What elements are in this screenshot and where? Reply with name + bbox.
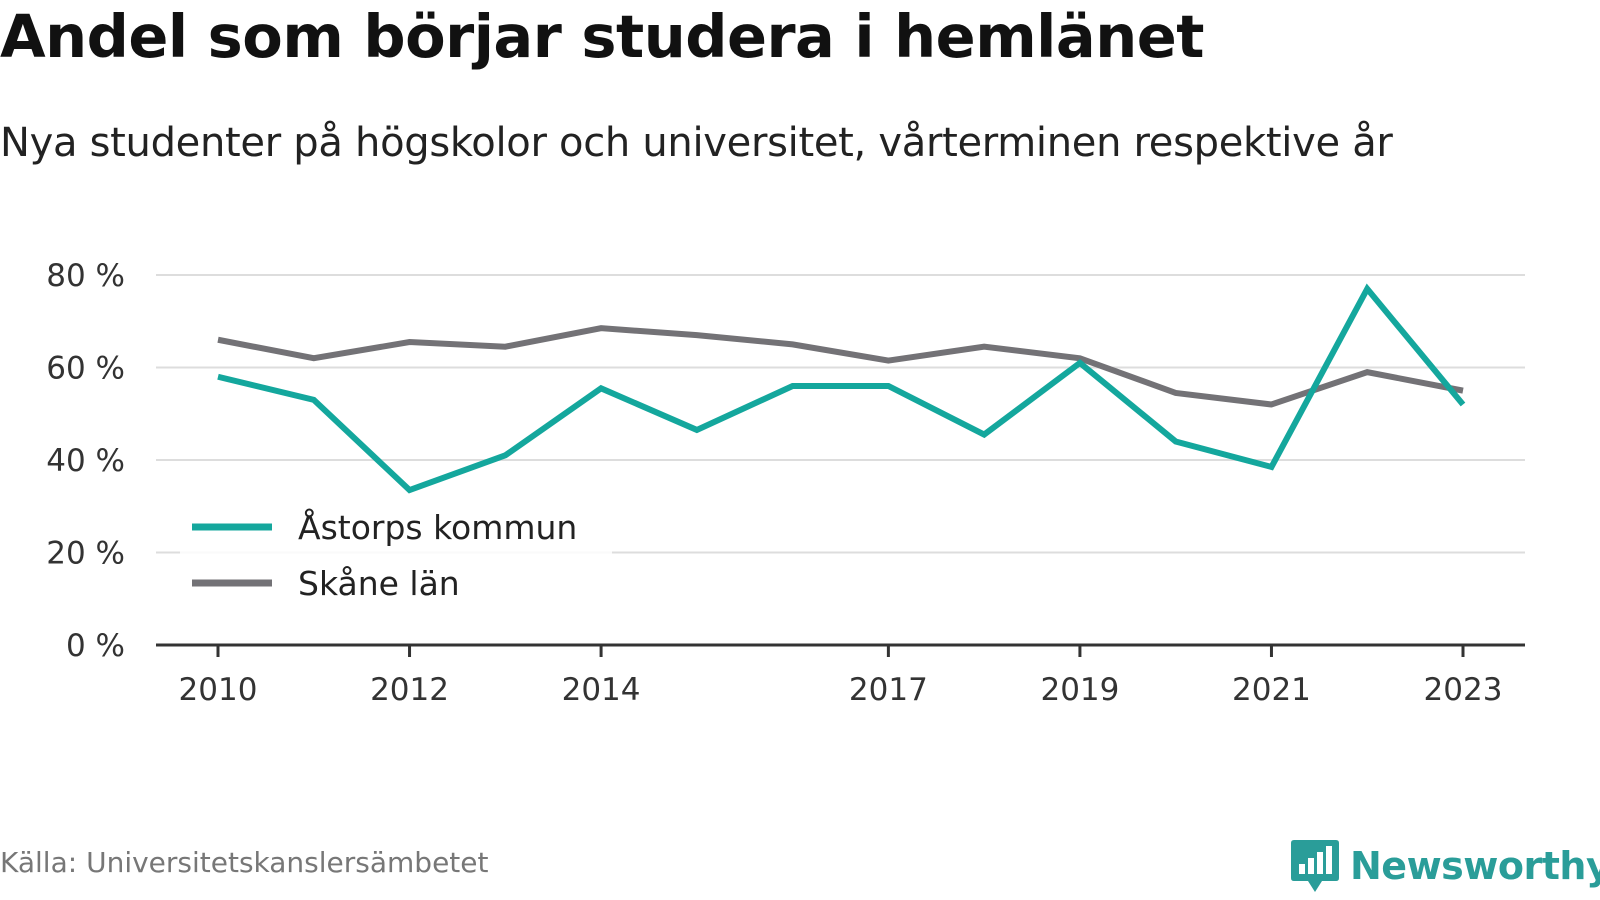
y-tick-label: 40 %	[46, 443, 125, 479]
brand-chart-icon	[1291, 840, 1339, 892]
legend-label: Åstorps kommun	[298, 507, 577, 547]
x-tick-label: 2012	[370, 672, 449, 708]
y-tick-label: 80 %	[46, 258, 125, 294]
newsworthy-logo: Newsworthy	[1290, 838, 1600, 894]
y-tick-label: 0 %	[66, 628, 125, 664]
chart-subtitle: Nya studenter på högskolor och universit…	[0, 120, 1393, 166]
series-lines	[217, 283, 1466, 494]
y-tick-label: 20 %	[46, 536, 125, 572]
y-axis-ticks: 0 % 20 % 40 % 60 % 80 %	[46, 258, 125, 664]
x-tick-label: 2023	[1424, 672, 1503, 708]
brand-name: Newsworthy	[1350, 844, 1600, 888]
x-tick-label: 2010	[179, 672, 258, 708]
x-tick-label: 2017	[849, 672, 928, 708]
x-axis-ticks: 2010 2012 2014 2017 2019 2021 2023	[179, 645, 1503, 708]
series-line-astorps-kommun	[217, 283, 1466, 494]
series-line-skane-lan	[217, 325, 1464, 408]
y-tick-label: 60 %	[46, 351, 125, 387]
x-tick-label: 2019	[1040, 672, 1119, 708]
legend: Åstorps kommun Skåne län	[180, 502, 612, 612]
x-tick-label: 2021	[1232, 672, 1311, 708]
source-note: Källa: Universitetskanslersämbetet	[0, 846, 489, 879]
legend-label: Skåne län	[298, 564, 460, 603]
x-tick-label: 2014	[562, 672, 641, 708]
chart-title: Andel som börjar studera i hemlänet	[0, 2, 1204, 71]
legend-background	[180, 502, 612, 612]
